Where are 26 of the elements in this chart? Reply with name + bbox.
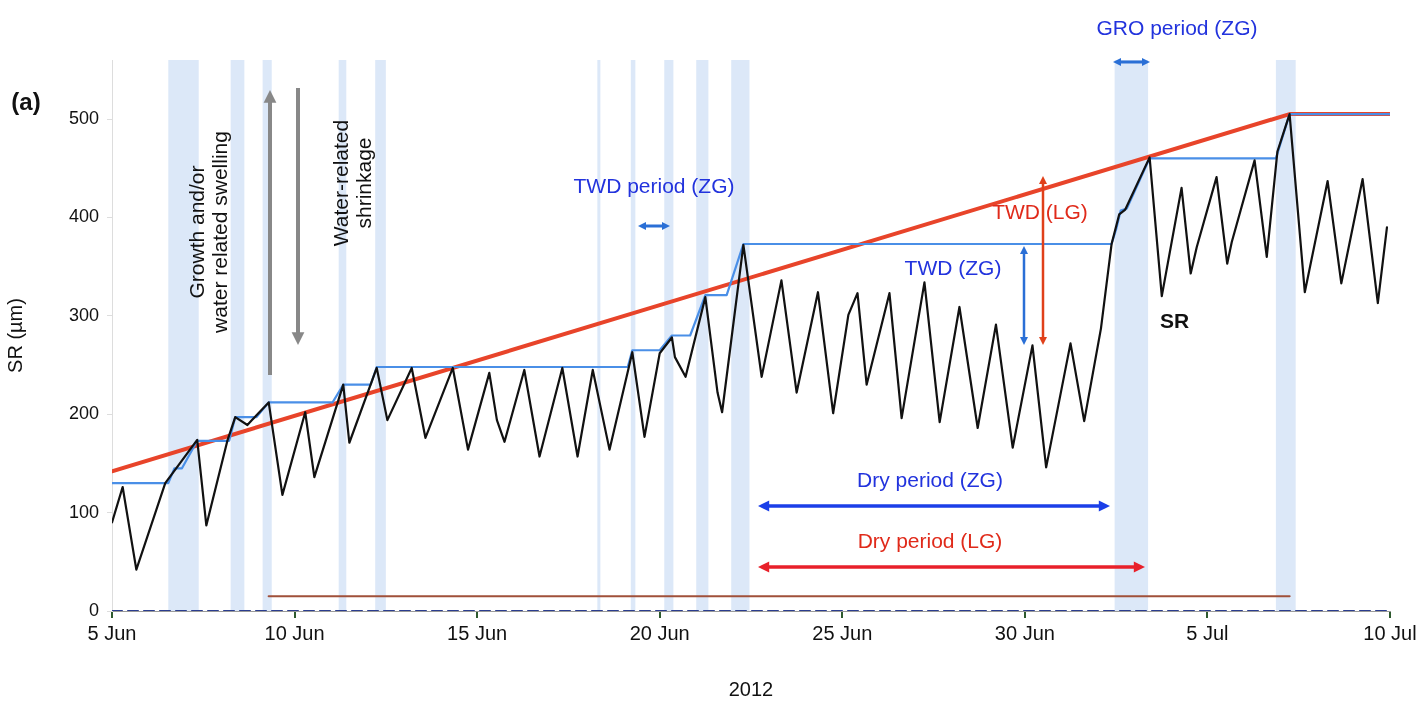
x-tick-label: 5 Jul	[1186, 621, 1229, 644]
y-tick-label: 200	[68, 403, 99, 424]
y-tick-label: 300	[68, 304, 99, 325]
annotation: TWD period (ZG)	[573, 174, 735, 198]
series-label: SR	[1160, 308, 1190, 332]
x-tick-label: 30 Jun	[994, 621, 1055, 644]
annotation: TWD (LG)	[992, 200, 1088, 224]
y-tick-label: 100	[68, 501, 99, 522]
annotation: Dry period (LG)	[857, 529, 1003, 553]
text: (a)	[11, 87, 41, 116]
x-tick-label: 10 Jul	[1363, 621, 1417, 644]
x-tick-label: 15 Jun	[447, 621, 508, 644]
annotation: Dry period (ZG)	[857, 468, 1003, 492]
x-tick-label: 20 Jun	[629, 621, 690, 644]
y-axis-title: SR (µm)	[3, 298, 26, 373]
y-tick-label: 400	[68, 206, 99, 227]
y-tick-label: 0	[88, 599, 99, 620]
x-axis-title: 2012	[728, 677, 774, 700]
annotation: Growth and/or water related swelling	[184, 131, 232, 333]
x-tick-label: 25 Jun	[812, 621, 873, 644]
x-tick-label: 5 Jun	[87, 621, 137, 644]
text: GRO period (ZG)	[1096, 16, 1258, 40]
y-tick-label: 500	[68, 108, 99, 128]
annotation: TWD (ZG)	[904, 256, 1002, 280]
annotation: Water-related shrinkage	[328, 119, 376, 247]
x-tick-label: 10 Jun	[264, 621, 325, 644]
